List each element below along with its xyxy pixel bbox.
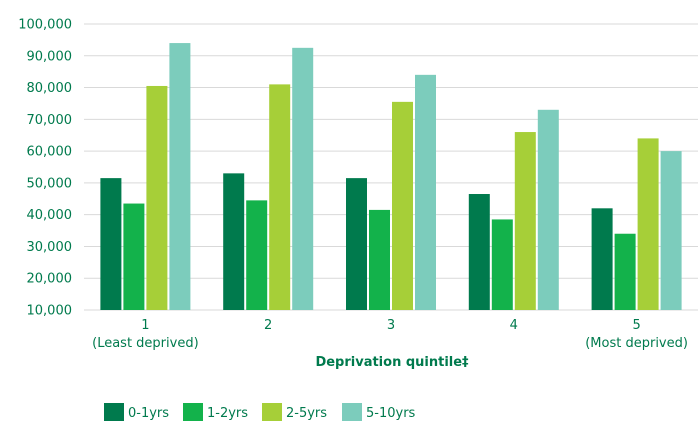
bar-2-5yrs-q2 [269, 84, 291, 310]
bar-2-5yrs-q5 [637, 138, 659, 310]
x-category-label: 1 [141, 318, 149, 333]
bar-1-2yrs-q5 [614, 233, 636, 310]
legend-label-1-2yrs: 1-2yrs [207, 406, 248, 421]
bar-5-10yrs-q4 [537, 109, 559, 310]
y-tick-label: 100,000 [18, 18, 72, 33]
bars [100, 43, 682, 311]
bar-1-2yrs-q3 [369, 209, 390, 310]
legend: 0-1yrs 1-2yrs 2-5yrs 5-10yrs [104, 403, 416, 421]
y-axis-ticks: 10,000 20,000 30,000 40,000 50,000 60,000 70,0… [18, 18, 72, 319]
legend-label-5-10yrs: 5-10yrs [366, 406, 416, 421]
bar-1-2yrs-q1 [123, 203, 145, 310]
bar-1-2yrs-q4 [491, 219, 513, 310]
legend-swatch-0-1yrs [104, 403, 124, 421]
x-category-label: 4 [510, 318, 518, 333]
x-category-sublabel: (Most deprived) [585, 336, 688, 351]
y-tick-label: 20,000 [27, 272, 73, 287]
bar-5-10yrs-q1 [169, 43, 191, 311]
x-axis-title: Deprivation quintile‡ [315, 355, 469, 370]
legend-swatch-5-10yrs [342, 403, 362, 421]
bar-5-10yrs-q5 [660, 151, 682, 310]
bar-2-5yrs-q3 [392, 101, 413, 310]
bar-0-1yrs-q3 [346, 178, 367, 310]
legend-swatch-2-5yrs [262, 403, 282, 421]
x-axis-categories: 1 (Least deprived) 2 3 4 5 (Most deprived) [92, 318, 688, 351]
bar-0-1yrs-q2 [223, 173, 245, 310]
legend-label-0-1yrs: 0-1yrs [128, 406, 169, 421]
bar-1-2yrs-q2 [246, 200, 268, 310]
x-category-sublabel: (Least deprived) [92, 336, 199, 351]
bar-0-1yrs-q1 [100, 178, 122, 310]
y-tick-label: 90,000 [27, 49, 73, 64]
y-tick-label: 80,000 [27, 81, 73, 96]
x-category-label: 5 [632, 318, 640, 333]
bar-2-5yrs-q4 [514, 132, 536, 310]
y-tick-label: 30,000 [27, 240, 73, 255]
y-tick-label: 10,000 [27, 304, 73, 319]
legend-label-2-5yrs: 2-5yrs [286, 406, 327, 421]
y-tick-label: 60,000 [27, 145, 73, 160]
bar-0-1yrs-q5 [591, 208, 613, 310]
bar-5-10yrs-q2 [292, 47, 314, 310]
bar-5-10yrs-q3 [415, 74, 436, 310]
legend-swatch-1-2yrs [183, 403, 203, 421]
bar-2-5yrs-q1 [146, 85, 168, 310]
y-tick-label: 40,000 [27, 208, 73, 223]
y-tick-label: 50,000 [27, 176, 73, 191]
x-category-label: 3 [387, 318, 395, 333]
x-category-label: 2 [264, 318, 272, 333]
bar-0-1yrs-q4 [468, 194, 490, 310]
y-tick-label: 70,000 [27, 113, 73, 128]
